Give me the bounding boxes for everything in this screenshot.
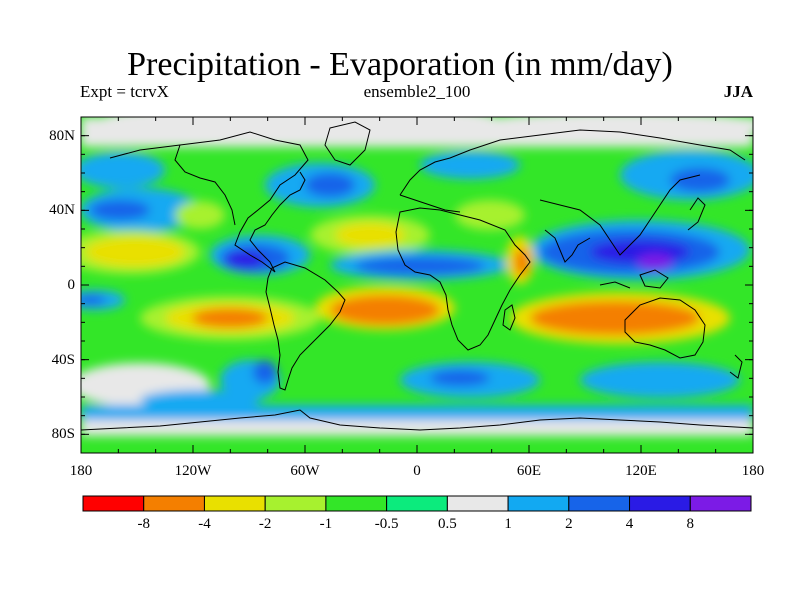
colorbar-label: -4 xyxy=(198,516,211,532)
colorbar-box xyxy=(82,495,145,512)
lon-tick-label: 120W xyxy=(174,463,212,479)
experiment-label: Expt = tcrvX xyxy=(80,82,169,101)
colorbar-box xyxy=(568,495,631,512)
colorbar-label: 0.5 xyxy=(437,516,457,532)
colorbar-box xyxy=(689,495,752,512)
colorbar-box xyxy=(203,495,266,512)
plot-title: Precipitation - Evaporation (in mm/day) xyxy=(127,46,673,83)
colorbar-label: -8 xyxy=(137,516,150,532)
lat-tick-label: 80N xyxy=(49,127,75,144)
axis-ticks xyxy=(80,116,754,454)
coastlines xyxy=(81,121,753,431)
colorbar-label: 2 xyxy=(565,516,573,532)
colorbar xyxy=(82,495,752,512)
lat-tick-label: 40N xyxy=(49,202,75,219)
lon-tick-label: 60E xyxy=(516,463,542,479)
lat-tick-label: 40S xyxy=(51,351,75,368)
colorbar-box xyxy=(507,495,570,512)
ensemble-label: ensemble2_100 xyxy=(363,82,471,101)
lon-tick-label: 120E xyxy=(625,463,657,479)
colorbar-box xyxy=(143,495,205,512)
colorbar-label: 1 xyxy=(504,516,512,532)
colorbar-label: 4 xyxy=(625,516,634,532)
colorbar-label: -2 xyxy=(258,516,272,532)
colorbar-box xyxy=(629,495,691,512)
lon-tick-label: 180 xyxy=(69,463,93,479)
lat-tick-label: 0 xyxy=(67,277,76,293)
colorbar-label: -0.5 xyxy=(374,516,399,532)
lon-tick-label: 60W xyxy=(290,463,320,479)
colorbar-label: 8 xyxy=(686,516,695,532)
colorbar-box xyxy=(446,495,509,512)
colorbar-label: -1 xyxy=(319,516,333,532)
colorbar-box xyxy=(264,495,327,512)
precip-minus-evap-field xyxy=(81,117,753,453)
colorbar-box xyxy=(386,495,448,512)
lon-tick-label: 180 xyxy=(741,463,765,479)
lon-tick-label: 0 xyxy=(413,463,421,479)
lat-tick-label: 80S xyxy=(51,426,75,443)
colorbar-box xyxy=(325,495,388,512)
season-label: JJA xyxy=(723,82,753,101)
